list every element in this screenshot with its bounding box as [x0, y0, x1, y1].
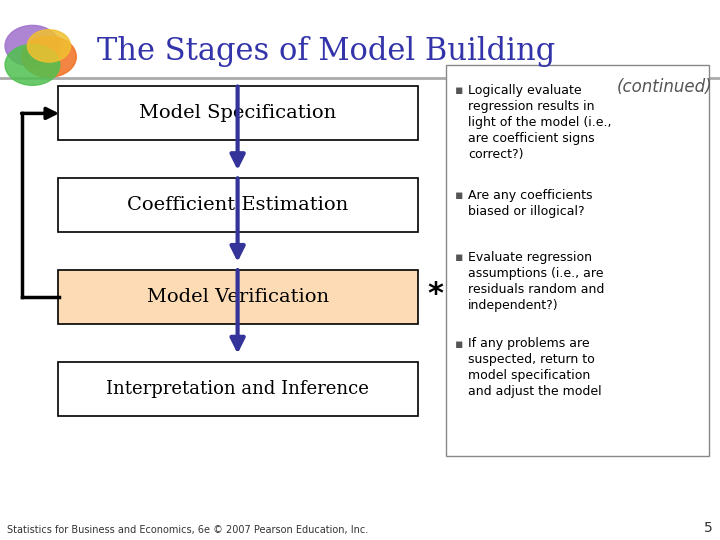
Text: ▪: ▪	[455, 338, 464, 350]
Text: Model Verification: Model Verification	[147, 288, 328, 306]
Text: Evaluate regression
assumptions (i.e., are
residuals random and
independent?): Evaluate regression assumptions (i.e., a…	[468, 251, 604, 312]
Text: *: *	[428, 280, 444, 309]
Circle shape	[27, 30, 71, 62]
FancyBboxPatch shape	[58, 86, 418, 140]
FancyBboxPatch shape	[58, 178, 418, 232]
Circle shape	[5, 25, 60, 66]
Text: ▪: ▪	[455, 189, 464, 202]
Text: Model Specification: Model Specification	[139, 104, 336, 123]
Circle shape	[22, 36, 76, 77]
Text: (continued): (continued)	[617, 78, 713, 97]
Text: Coefficient Estimation: Coefficient Estimation	[127, 196, 348, 214]
FancyBboxPatch shape	[58, 362, 418, 416]
Text: The Stages of Model Building: The Stages of Model Building	[97, 36, 555, 67]
Text: Interpretation and Inference: Interpretation and Inference	[106, 380, 369, 398]
FancyBboxPatch shape	[58, 270, 418, 324]
Text: If any problems are
suspected, return to
model specification
and adjust the mode: If any problems are suspected, return to…	[468, 338, 602, 399]
Text: Are any coefficients
biased or illogical?: Are any coefficients biased or illogical…	[468, 189, 593, 218]
Text: 5: 5	[704, 521, 713, 535]
Circle shape	[5, 44, 60, 85]
Text: Logically evaluate
regression results in
light of the model (i.e.,
are coefficie: Logically evaluate regression results in…	[468, 84, 611, 161]
Text: ▪: ▪	[455, 84, 464, 97]
Text: Statistics for Business and Economics, 6e © 2007 Pearson Education, Inc.: Statistics for Business and Economics, 6…	[7, 524, 369, 535]
Text: ▪: ▪	[455, 251, 464, 264]
FancyBboxPatch shape	[446, 65, 709, 456]
